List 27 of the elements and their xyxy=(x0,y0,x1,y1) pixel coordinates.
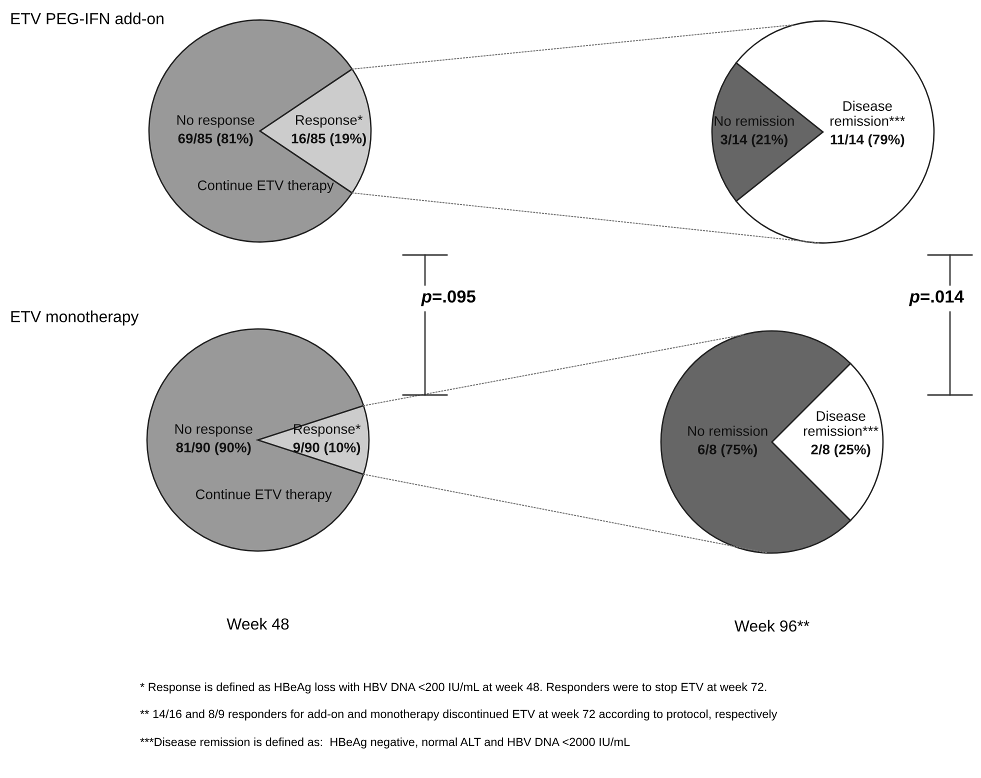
text: Continue ETV therapy xyxy=(196,489,332,502)
data-label: 16/85 (19%) xyxy=(292,133,366,146)
text: p=.014 xyxy=(909,290,964,306)
text: ** 14/16 and 8/9 responders for add-on and monotherapy discontinued ETV at week 72 according to protocol, respectively xyxy=(140,709,778,721)
chart-title: ETV PEG-IFN add-on xyxy=(11,12,164,24)
text: * Response is defined as HBeAg loss with HBV DNA <200 IU/mL at week 48. Responders were to stop ETV at week 72. xyxy=(140,682,766,694)
data-label: 6/8 (75%) xyxy=(698,444,758,458)
slice-label: Response* xyxy=(294,424,361,437)
data-label: 81/90 (90%) xyxy=(176,442,251,456)
slice-label: No response xyxy=(175,424,252,437)
text: Week 48 xyxy=(226,618,289,630)
slice-label: Disease remission*** xyxy=(830,100,906,126)
text: Continue ETV therapy xyxy=(198,180,334,193)
data-label: 11/14 (79%) xyxy=(830,134,904,148)
slice-label: Response* xyxy=(296,115,363,128)
slice-label: No remission xyxy=(714,116,794,126)
slice-label: Disease remission*** xyxy=(804,410,878,436)
data-label: 9/90 (10%) xyxy=(293,442,360,456)
data-label: 69/85 (81%) xyxy=(178,133,253,146)
chart-title: ETV monotherapy xyxy=(11,310,139,326)
data-label: 3/14 (21%) xyxy=(720,134,788,148)
text: p=.095 xyxy=(421,290,476,306)
text: Week 96** xyxy=(734,620,810,632)
data-label: 2/8 (25%) xyxy=(811,444,870,458)
text: ***Disease remission is defined as: HBeAg negative, normal ALT and HBV DNA <2000 IU/mL xyxy=(140,737,630,748)
slice-label: No remission xyxy=(688,426,768,436)
slice-label: No response xyxy=(177,115,254,128)
